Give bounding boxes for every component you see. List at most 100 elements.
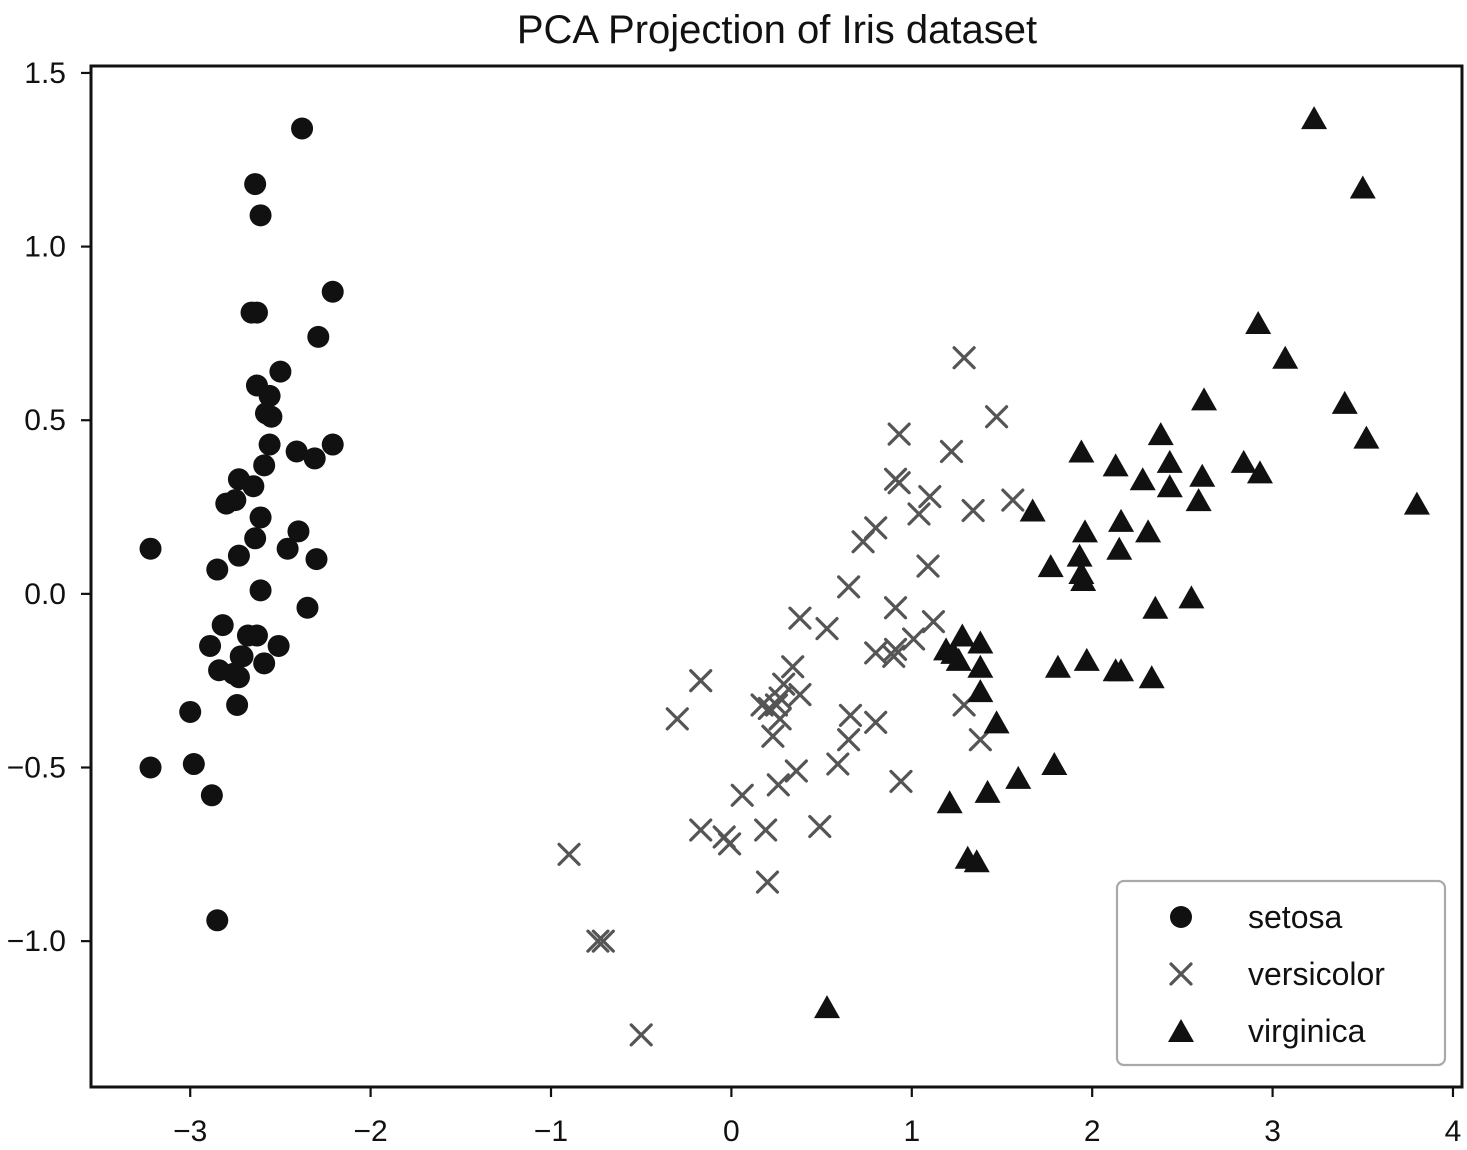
virginica-point [1070, 567, 1097, 591]
versicolor-point [939, 439, 964, 464]
setosa-point [206, 558, 229, 581]
virginica-point [1068, 439, 1095, 463]
versicolor-point [952, 346, 976, 370]
versicolor-point [916, 554, 940, 578]
versicolor-point [772, 672, 796, 696]
virginica-point [1331, 390, 1358, 414]
setosa-point [227, 544, 250, 567]
versicolor-point [665, 707, 689, 731]
virginica-point [1106, 536, 1133, 560]
virginica-point [1156, 474, 1183, 498]
versicolor-point [591, 929, 615, 953]
versicolor-point [755, 870, 780, 894]
virginica-point [1005, 765, 1032, 789]
virginica-point [1246, 460, 1273, 484]
setosa-point [249, 579, 272, 602]
setosa-point [182, 753, 205, 776]
virginica-point [1102, 453, 1129, 477]
setosa-point [303, 447, 326, 470]
setosa-point [285, 440, 308, 463]
setosa-point [307, 325, 330, 348]
plot-frame [89, 64, 1464, 1089]
versicolor-point [629, 1023, 653, 1047]
versicolor-point [586, 929, 610, 953]
virginica-point [974, 779, 1001, 803]
setosa-point [229, 645, 252, 668]
versicolor-point [826, 752, 850, 776]
virginica-point [1147, 422, 1174, 446]
virginica-point [1108, 508, 1135, 532]
setosa-point [224, 489, 247, 512]
virginica-point [814, 995, 841, 1019]
versicolor-point [921, 610, 946, 634]
virginica-point [1349, 175, 1376, 199]
virginica-point [945, 647, 972, 671]
versicolor-point [788, 682, 812, 707]
setosa-point [242, 475, 265, 498]
setosa-point [296, 596, 319, 619]
virginica-point [1191, 387, 1218, 411]
virginica-point [1071, 519, 1098, 543]
setosa-point [245, 624, 268, 647]
versicolor-point [907, 502, 931, 526]
virginica-point [1066, 543, 1093, 567]
setosa-point [199, 634, 222, 657]
virginica-point [1185, 488, 1212, 512]
y-tick-label: −1.0 [7, 925, 66, 958]
setosa-point [291, 117, 314, 140]
virginica-point [1142, 595, 1169, 619]
versicolor-point [837, 575, 861, 599]
virginica-point [963, 849, 990, 873]
virginica-point [1189, 463, 1216, 487]
virginica-point [1178, 585, 1205, 609]
setosa-point [249, 506, 272, 529]
versicolor-point [961, 498, 985, 523]
x-tick-label: −2 [354, 1115, 388, 1148]
versicolor-point [784, 759, 808, 783]
virginica-point [1037, 554, 1064, 578]
chart-title: PCA Projection of Iris dataset [517, 8, 1037, 52]
y-tick-label: 1.5 [24, 57, 66, 90]
versicolor-point [750, 693, 774, 717]
setosa-point [206, 909, 229, 932]
setosa-point [244, 527, 267, 550]
virginica-point [1353, 425, 1380, 449]
virginica-point [1138, 665, 1165, 689]
versicolor-point [808, 814, 832, 839]
plot-area [139, 106, 1430, 1047]
virginica-point [1041, 752, 1068, 776]
x-tick-label: −1 [534, 1115, 568, 1148]
legend-box [1115, 879, 1447, 1067]
versicolor-point [730, 783, 754, 807]
virginica-point [967, 654, 994, 678]
x-tick-label: 0 [723, 1115, 740, 1148]
setosa-point [258, 384, 281, 407]
versicolor-point [689, 669, 713, 693]
versicolor-point [887, 471, 911, 495]
setosa-point [139, 537, 162, 560]
x-tick-label: 1 [903, 1115, 920, 1148]
legend-virginica-marker [1168, 1019, 1194, 1042]
virginica-point [936, 790, 963, 814]
setosa-point [287, 520, 310, 543]
axes: −3 −2 −1 0 1 2 3 4 −1.0 −0.5 0.0 0.5 1.0 1.5 [7, 57, 1464, 1148]
y-tick-label: 1.0 [24, 231, 66, 264]
setosa-point [139, 756, 162, 779]
versicolor-point [864, 710, 888, 734]
virginica-point [1301, 106, 1328, 130]
setosa-point [253, 652, 276, 675]
versicolor-point [889, 769, 913, 793]
legend-setosa-label: setosa [1248, 899, 1342, 935]
virginica-point [1044, 654, 1071, 678]
versicolor-point [557, 842, 581, 866]
setosa-point [226, 693, 249, 716]
versicolor-point [838, 703, 863, 728]
virginica-point [1129, 467, 1156, 491]
versicolor-point [984, 405, 1009, 429]
versicolor-point [768, 707, 792, 731]
versicolor-point [788, 606, 812, 630]
setosa-point [321, 280, 344, 303]
setosa-point [260, 405, 283, 428]
versicolor-point [815, 616, 839, 641]
